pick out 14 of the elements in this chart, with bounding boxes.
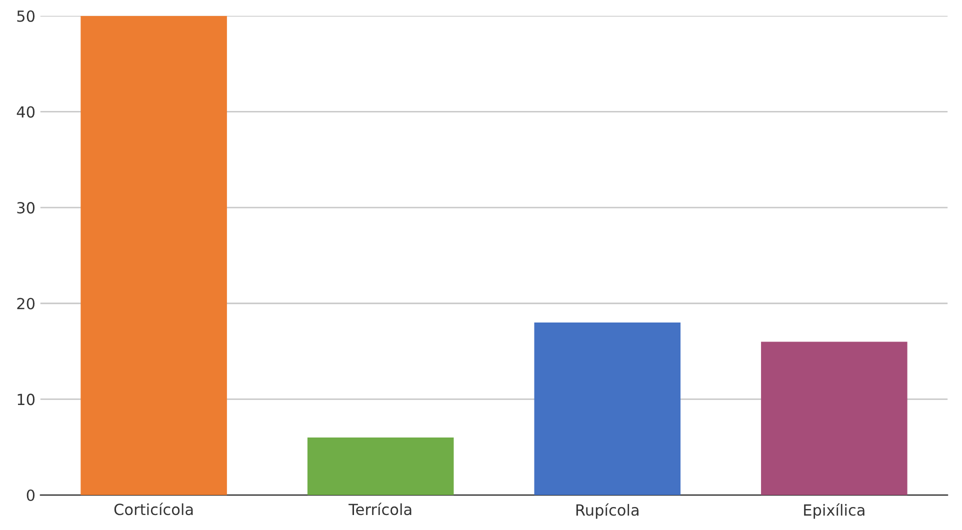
y-tick-label: 10 xyxy=(18,394,35,406)
x-tick-label: Rupícola xyxy=(576,503,638,519)
y-tick-label: 20 xyxy=(17,298,35,310)
bar xyxy=(761,342,908,496)
bar xyxy=(307,438,454,496)
y-tick-label: 0 xyxy=(26,489,35,502)
x-tick-label: Corticícola xyxy=(114,502,193,516)
x-tick-label: Terrícola xyxy=(348,502,412,516)
y-tick-label: 40 xyxy=(16,106,35,118)
bar xyxy=(80,16,227,496)
x-tick-label: Epixílica xyxy=(804,503,864,519)
y-tick-label: 30 xyxy=(17,202,35,214)
bar xyxy=(534,322,681,496)
y-tick-label: 50 xyxy=(17,10,35,22)
